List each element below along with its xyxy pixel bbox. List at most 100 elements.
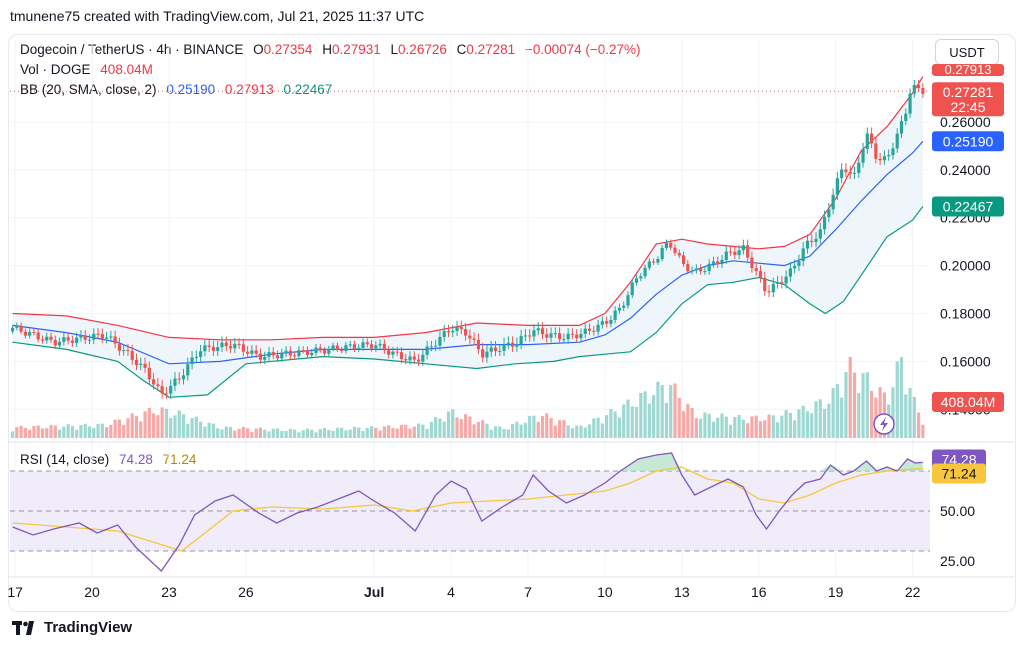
candle-body xyxy=(605,321,609,324)
volume-bar xyxy=(609,408,613,438)
candle-body xyxy=(724,251,728,260)
candle-body xyxy=(310,352,314,356)
volume-bar xyxy=(421,424,425,438)
candle-body xyxy=(728,251,733,253)
candle-body xyxy=(211,346,216,351)
volume-bar xyxy=(357,427,361,438)
volume-bar xyxy=(62,426,66,438)
volume-bar xyxy=(498,426,502,438)
volume-label[interactable]: Vol · DOGE xyxy=(20,62,91,77)
volume-bar xyxy=(83,423,87,438)
volume-bar xyxy=(199,421,203,438)
volume-bar xyxy=(750,416,754,438)
volume-bar xyxy=(485,423,489,438)
candle-body xyxy=(741,245,745,251)
volume-bar xyxy=(660,385,664,438)
candle-body xyxy=(536,328,540,331)
volume-bar xyxy=(459,419,463,438)
candle-body xyxy=(228,346,233,349)
candle-body xyxy=(169,385,173,394)
candle-body xyxy=(412,356,416,360)
volume-bar xyxy=(15,427,19,438)
volume-bar xyxy=(40,428,45,438)
price-axis-label: 0.26000 xyxy=(940,114,991,130)
volume-bar xyxy=(553,425,557,438)
currency-button[interactable]: USDT xyxy=(935,39,999,65)
candle-body xyxy=(891,148,895,156)
volume-bar xyxy=(600,423,604,438)
tradingview-logo[interactable]: TradingView xyxy=(12,619,132,636)
volume-bar xyxy=(169,418,173,438)
volume-bar xyxy=(758,421,763,438)
candle-body xyxy=(532,330,536,337)
candle-body xyxy=(374,345,378,349)
candle-body xyxy=(600,321,604,325)
close-value: C0.27281 xyxy=(456,42,516,57)
volume-bar xyxy=(318,429,322,438)
volume-bar xyxy=(549,418,553,438)
volume-bar xyxy=(446,411,451,438)
candle-body xyxy=(297,350,301,357)
candle-body xyxy=(421,354,425,362)
volume-bar xyxy=(344,430,348,438)
volume-bar xyxy=(352,426,357,438)
volume-bar xyxy=(857,392,861,438)
candle-body xyxy=(425,346,429,355)
tradingview-logo-icon xyxy=(12,620,34,635)
candle-body xyxy=(763,277,767,292)
candle-body xyxy=(519,336,523,345)
time-axis-label: 26 xyxy=(238,584,254,600)
volume-bar xyxy=(515,421,519,438)
volume-bar xyxy=(746,423,750,438)
volume-tag: 408.04M xyxy=(932,392,1004,412)
volume-bar xyxy=(540,416,545,438)
candle-body xyxy=(216,347,220,351)
volume-bar xyxy=(369,426,374,438)
candle-body xyxy=(686,263,690,272)
time-axis-label: 22 xyxy=(905,584,921,600)
rsi-label[interactable]: RSI (14, close) xyxy=(20,452,110,467)
candle-body xyxy=(70,340,74,344)
volume-bar xyxy=(716,417,720,438)
candle-body xyxy=(293,355,297,357)
candle-body xyxy=(523,335,528,337)
bb-upper-value: 0.27913 xyxy=(224,82,274,97)
candle-body xyxy=(711,261,716,264)
candle-body xyxy=(151,379,156,385)
volume-bar xyxy=(425,428,429,438)
candle-body xyxy=(767,291,771,293)
volume-bar xyxy=(647,403,651,438)
candle-body xyxy=(348,344,352,346)
symbol-label[interactable]: Dogecoin / TetherUS · 4h · BINANCE xyxy=(20,42,244,57)
candle-body xyxy=(865,133,869,149)
candle-body xyxy=(250,350,254,354)
volume-bar xyxy=(335,427,339,438)
candle-body xyxy=(139,363,143,366)
candle-body xyxy=(391,351,395,355)
volume-bar xyxy=(322,428,327,438)
candle-body xyxy=(66,337,70,341)
candle-body xyxy=(617,307,622,311)
volume-bar xyxy=(438,418,442,438)
candle-body xyxy=(19,325,23,332)
candle-body xyxy=(908,93,912,114)
candle-body xyxy=(143,363,147,368)
candle-body xyxy=(10,327,15,332)
volume-bar xyxy=(96,423,100,438)
candle-body xyxy=(613,310,617,320)
volume-bar xyxy=(852,372,857,438)
candle-body xyxy=(275,355,280,359)
candle-body xyxy=(246,351,250,354)
volume-bar xyxy=(194,416,198,438)
candle-body xyxy=(677,253,681,256)
volume-bar xyxy=(241,426,245,438)
candle-body xyxy=(852,172,857,174)
candle-body xyxy=(587,328,592,331)
volume-bar xyxy=(703,412,707,438)
candle-body xyxy=(476,339,481,350)
volume-bar xyxy=(664,403,669,438)
price-axis-label: 0.24000 xyxy=(940,162,991,178)
bb-label[interactable]: BB (20, SMA, close, 2) xyxy=(20,82,157,97)
